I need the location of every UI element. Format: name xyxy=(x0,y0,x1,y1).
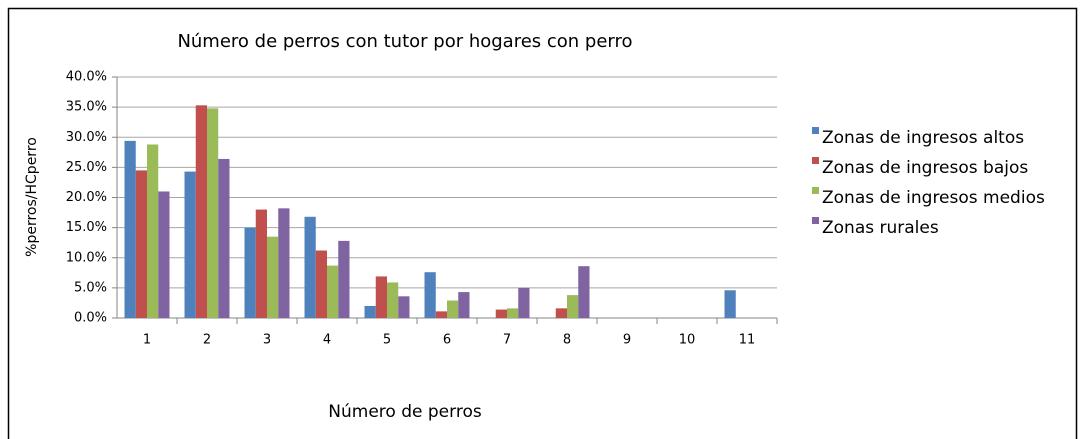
bar xyxy=(724,290,736,318)
x-tick-label: 4 xyxy=(323,333,331,348)
bar xyxy=(507,308,519,318)
legend-label: Zonas rurales xyxy=(822,218,939,238)
x-tick-label: 2 xyxy=(203,333,211,348)
chart-title: Número de perros con tutor por hogares c… xyxy=(177,31,632,52)
bar xyxy=(124,140,136,318)
bar xyxy=(278,208,290,318)
bar xyxy=(147,144,159,318)
bar xyxy=(447,300,459,318)
bar xyxy=(338,240,350,318)
bar xyxy=(555,308,567,318)
bar xyxy=(424,272,436,318)
x-tick-label: 1 xyxy=(143,333,151,348)
x-tick-label: 8 xyxy=(563,333,571,348)
y-tick-label: 30.0% xyxy=(66,130,107,145)
x-tick-label: 7 xyxy=(503,333,511,348)
bar xyxy=(364,305,376,318)
bar xyxy=(375,276,387,318)
bar xyxy=(578,266,590,318)
bar xyxy=(458,292,470,318)
legend-swatch xyxy=(812,187,819,194)
y-tick-label: 25.0% xyxy=(66,160,107,175)
bar xyxy=(158,191,170,318)
bar xyxy=(195,105,207,318)
bar xyxy=(244,227,256,318)
y-axis-title: %perros/HCperro xyxy=(24,137,40,257)
y-tick-label: 0.0% xyxy=(74,311,107,326)
bar xyxy=(184,171,196,318)
y-tick-label: 40.0% xyxy=(66,70,107,85)
bar xyxy=(398,296,410,318)
x-tick-label: 5 xyxy=(383,333,391,348)
bar xyxy=(518,287,530,318)
x-tick-label: 3 xyxy=(263,333,271,348)
bar xyxy=(207,108,219,318)
legend-swatch xyxy=(812,127,819,134)
legend-swatch xyxy=(812,217,819,224)
x-tick-label: 11 xyxy=(739,333,756,348)
bar xyxy=(135,170,147,318)
legend-label: Zonas de ingresos medios xyxy=(822,188,1045,208)
y-tick-label: 10.0% xyxy=(66,250,107,265)
legend-label: Zonas de ingresos bajos xyxy=(822,158,1028,178)
bar xyxy=(304,216,316,318)
bar xyxy=(315,250,327,318)
bar xyxy=(218,158,230,318)
x-axis-title: Número de perros xyxy=(328,402,482,422)
legend-swatch xyxy=(812,157,819,164)
x-tick-label: 6 xyxy=(443,333,451,348)
x-tick-label: 10 xyxy=(679,333,696,348)
y-tick-label: 5.0% xyxy=(74,280,107,295)
bar xyxy=(327,265,339,318)
bar xyxy=(387,282,399,318)
x-tick-label: 9 xyxy=(623,333,631,348)
bar xyxy=(495,309,507,318)
y-tick-label: 15.0% xyxy=(66,220,107,235)
bar xyxy=(255,209,267,318)
y-tick-label: 35.0% xyxy=(66,100,107,115)
bar xyxy=(567,295,579,318)
bar xyxy=(267,236,279,318)
bar xyxy=(435,311,447,318)
legend-label: Zonas de ingresos altos xyxy=(822,128,1024,148)
y-tick-label: 20.0% xyxy=(66,190,107,205)
